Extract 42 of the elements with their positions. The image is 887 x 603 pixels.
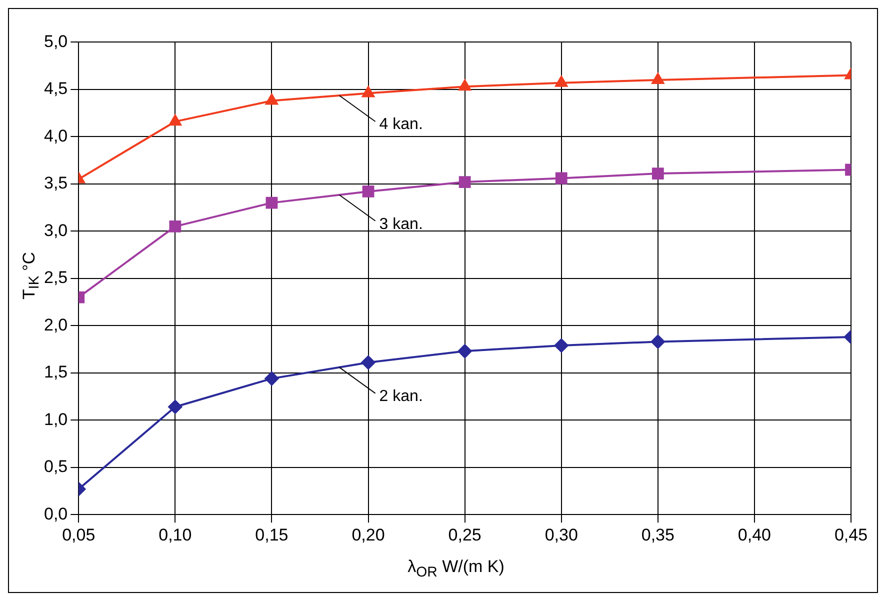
y-tick-label: 2,0: [44, 315, 68, 334]
point: [458, 80, 472, 91]
point: [266, 196, 278, 209]
x-tick-label: 0,20: [352, 525, 385, 544]
point: [361, 355, 376, 370]
y-tick-label: 1,5: [44, 362, 68, 382]
y-tick-label: 2,5: [44, 268, 68, 288]
y-tick-label: 1,0: [44, 410, 68, 429]
y-tick-label: 4,5: [44, 79, 68, 98]
y-tick-label: 0,5: [44, 457, 68, 476]
y-tick-label: 3,5: [44, 174, 68, 193]
y-tick-label: 3,0: [44, 220, 68, 240]
point: [652, 168, 664, 180]
point: [169, 220, 182, 232]
point: [555, 76, 568, 87]
point: [458, 344, 472, 358]
x-tick-label: 0,30: [544, 525, 578, 544]
point: [458, 176, 471, 188]
point: [168, 400, 182, 414]
point: [362, 186, 374, 198]
point: [362, 86, 374, 98]
y-tick-label: 4,0: [44, 126, 68, 146]
x-axis-title: λ$_{OR}$ W/(m K): [406, 557, 506, 580]
y-tick-label: 5,0: [44, 32, 68, 51]
x-tick-label: 0,25: [448, 525, 482, 544]
point: [652, 72, 664, 84]
x-tick-label: 0,40: [738, 525, 771, 544]
x-tick-label: 0,35: [641, 525, 674, 544]
point: [168, 114, 182, 126]
point: [554, 338, 568, 352]
series-label: 4 kan.: [379, 116, 423, 134]
point: [650, 334, 665, 349]
series-label: 3 kan.: [379, 216, 423, 233]
x-tick-label: 0,45: [834, 525, 868, 544]
y-tick-label: 0,0: [44, 504, 68, 524]
point: [264, 372, 279, 386]
x-tick-label: 0,15: [255, 525, 288, 544]
x-tick-label: 0,05: [62, 525, 96, 544]
point: [266, 94, 278, 105]
x-tick-label: 0,10: [158, 525, 192, 544]
series-label: 2 kan.: [379, 388, 423, 406]
point: [555, 172, 568, 184]
